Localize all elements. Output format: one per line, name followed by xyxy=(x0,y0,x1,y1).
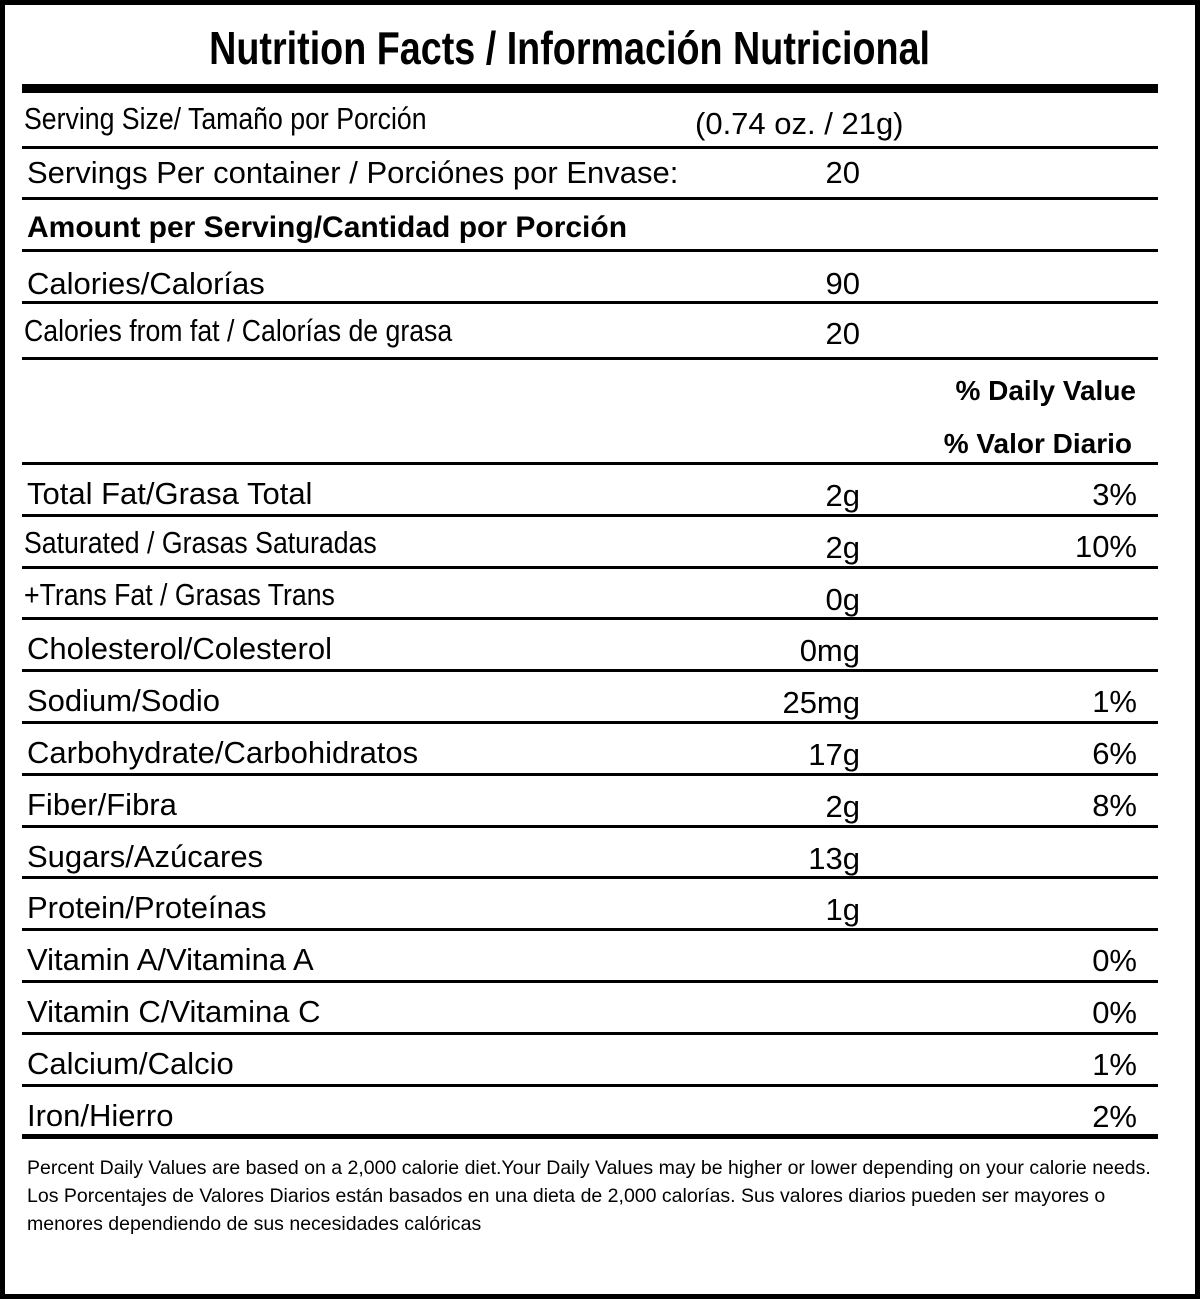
serving-size-value: (0.74 oz. / 21g) xyxy=(695,106,904,141)
nutrient-label-text: Sugars/Azúcares xyxy=(27,839,264,874)
divider xyxy=(22,721,1158,724)
nutrient-daily-value: 8% xyxy=(1092,788,1137,823)
divider xyxy=(22,249,1158,252)
nutrient-label-text: +Trans Fat / Grasas Trans xyxy=(24,577,335,612)
nutrient-amount: 0g xyxy=(825,582,860,617)
footnote-spanish: Los Porcentajes de Valores Diarios están… xyxy=(27,1185,1106,1235)
nutrient-label-text: Fiber/Fibra xyxy=(27,787,177,822)
divider xyxy=(22,876,1158,879)
nutrient-daily-value: 3% xyxy=(1092,477,1137,512)
title-text: Nutrition Facts / Información Nutriciona… xyxy=(209,22,931,74)
nutrient-label-text: Protein/Proteínas xyxy=(27,890,267,925)
nutrient-daily-value: 1% xyxy=(1092,684,1137,719)
divider xyxy=(22,462,1158,465)
divider xyxy=(22,1032,1158,1035)
nutrient-amount: 17g xyxy=(808,737,860,772)
nutrient-daily-value: 10% xyxy=(1074,529,1137,564)
nutrient-daily-value: 6% xyxy=(1092,736,1137,771)
nutrient-amount: 0mg xyxy=(799,633,860,668)
footnote-english: Percent Daily Values are based on a 2,00… xyxy=(27,1157,1151,1179)
nutrient-label: Sodium/Sodio xyxy=(27,683,220,719)
divider xyxy=(22,301,1158,304)
divider xyxy=(22,566,1158,569)
amount-per-serving-heading: Amount per Serving/Cantidad por Porción xyxy=(27,211,628,244)
divider xyxy=(22,617,1158,620)
daily-value-header-en: % Daily Value xyxy=(955,375,1136,406)
nutrient-label-text: Vitamin C/Vitamina C xyxy=(27,994,321,1029)
nutrient-amount: 2g xyxy=(825,478,860,513)
nutrient-label-text: Carbohydrate/Carbohidratos xyxy=(27,735,419,770)
nutrient-label: Carbohydrate/Carbohidratos xyxy=(27,735,418,771)
nutrient-daily-value: 1% xyxy=(1092,1047,1137,1082)
nutrient-label: Vitamin A/Vitamina A xyxy=(27,942,314,978)
title-divider xyxy=(22,84,1158,93)
daily-value-header-es: % Valor Diario xyxy=(943,428,1132,459)
nutrient-amount: 1g xyxy=(825,892,860,927)
nutrient-label: +Trans Fat / Grasas Trans xyxy=(24,577,386,613)
nutrient-label-text: Vitamin A/Vitamina A xyxy=(27,942,314,977)
nutrient-label-text: Saturated / Grasas Saturadas xyxy=(24,525,377,560)
calories-label: Calories/Calorías xyxy=(27,266,265,301)
nutrient-label-text: Sodium/Sodio xyxy=(27,683,221,718)
nutrient-label: Iron/Hierro xyxy=(27,1098,173,1134)
divider xyxy=(22,357,1158,360)
nutrient-label-text: Cholesterol/Colesterol xyxy=(27,631,332,666)
nutrient-label-text: Iron/Hierro xyxy=(27,1098,174,1133)
nutrient-amount: 2g xyxy=(825,789,860,824)
nutrient-label: Fiber/Fibra xyxy=(27,787,177,823)
servings-per-container-value: 20 xyxy=(825,155,860,190)
calories-from-fat-label: Calories from fat / Calorías de grasa xyxy=(24,313,522,349)
divider xyxy=(22,980,1158,983)
servings-per-container-label: Servings Per container / Porciónes por E… xyxy=(27,155,679,190)
nutrient-amount: 13g xyxy=(808,841,860,876)
footnote: Percent Daily Values are based on a 2,00… xyxy=(27,1154,1167,1238)
nutrient-label: Calcium/Calcio xyxy=(27,1046,234,1082)
nutrient-label: Cholesterol/Colesterol xyxy=(27,631,332,667)
footnote-divider xyxy=(22,1134,1158,1139)
nutrient-amount: 2g xyxy=(825,530,860,565)
divider xyxy=(22,514,1158,517)
divider xyxy=(22,1084,1158,1087)
divider xyxy=(22,669,1158,672)
calories-from-fat-value: 20 xyxy=(825,316,860,351)
divider xyxy=(22,146,1158,149)
nutrient-label: Protein/Proteínas xyxy=(27,890,267,926)
nutrient-amount: 25mg xyxy=(782,685,860,720)
nutrient-daily-value: 0% xyxy=(1092,995,1137,1030)
nutrient-label: Saturated / Grasas Saturadas xyxy=(24,525,434,561)
nutrient-label-text: Calcium/Calcio xyxy=(27,1046,234,1081)
serving-size-label: Serving Size/ Tamaño por Porción xyxy=(24,101,492,137)
calories-from-fat-label-text: Calories from fat / Calorías de grasa xyxy=(24,313,453,348)
divider xyxy=(22,928,1158,931)
nutrient-label-text: Total Fat/Grasa Total xyxy=(27,476,313,511)
nutrient-daily-value: 0% xyxy=(1092,943,1137,978)
serving-size-label-text: Serving Size/ Tamaño por Porción xyxy=(24,101,427,136)
calories-value: 90 xyxy=(825,266,860,301)
label-title: Nutrition Facts / Información Nutriciona… xyxy=(0,20,1140,76)
nutrient-label: Sugars/Azúcares xyxy=(27,839,263,875)
divider xyxy=(22,773,1158,776)
divider xyxy=(22,197,1158,200)
divider xyxy=(22,825,1158,828)
nutrient-label: Vitamin C/Vitamina C xyxy=(27,994,320,1030)
nutrient-label: Total Fat/Grasa Total xyxy=(27,476,312,512)
nutrient-daily-value: 2% xyxy=(1092,1099,1137,1134)
